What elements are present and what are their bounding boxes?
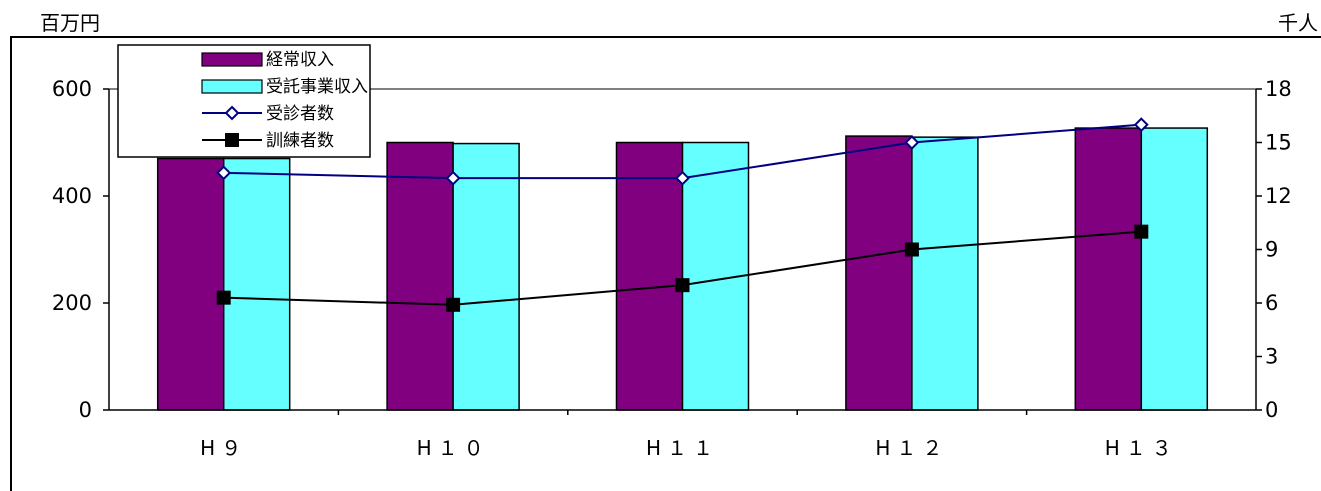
left-tick-label-3: 600	[52, 77, 92, 101]
point-kunren-3	[904, 242, 919, 257]
legend-marker-2	[224, 105, 240, 121]
left-tick-label-0: 0	[79, 398, 92, 422]
right-tick-label-4: 12	[1265, 184, 1292, 208]
right-tick-label-0: 0	[1265, 398, 1278, 422]
axes-layer	[103, 88, 1262, 415]
bar-keijo-4	[1074, 127, 1143, 411]
point-jushin-1	[445, 170, 461, 186]
bar-jutaku-4	[1140, 127, 1209, 411]
right-tick-label-1: 3	[1265, 345, 1278, 369]
point-kunren-0	[216, 290, 231, 305]
right-tick-label-6: 18	[1265, 77, 1292, 101]
category-label-0: H９	[200, 436, 247, 460]
legend-label-2: 受診者数	[266, 104, 334, 124]
bar-keijo-0	[156, 157, 225, 411]
left-tick-label-2: 400	[52, 184, 92, 208]
point-kunren-1	[446, 297, 461, 312]
labels-layer: 0 200 400 600 0 3 6 9 12 15 18 H９ H１０ H１１ H１２ H１３	[52, 77, 1292, 460]
left-axis-unit: 百万円	[40, 11, 100, 35]
bar-keijo-2	[615, 141, 684, 411]
right-tick-label-5: 15	[1265, 131, 1292, 155]
right-axis-unit: 千人	[1278, 11, 1318, 35]
category-label-4: H１３	[1105, 436, 1178, 460]
point-jushin-0	[216, 165, 232, 181]
bar-keijo-1	[386, 141, 454, 411]
bar-jutaku-1	[452, 142, 520, 411]
bars-layer	[156, 127, 1209, 411]
point-jushin-4	[1133, 117, 1149, 133]
legend-swatch-1	[201, 79, 263, 94]
legend-marker-3	[225, 133, 239, 147]
legend-label-3: 訓練者数	[266, 131, 334, 151]
bar-jutaku-3	[911, 136, 979, 411]
category-label-3: H１２	[875, 436, 948, 460]
category-label-1: H１０	[417, 436, 490, 460]
legend-label-0: 経常収入	[266, 50, 334, 70]
category-label-2: H１１	[646, 436, 719, 460]
right-tick-label-2: 6	[1265, 291, 1278, 315]
bar-jutaku-0	[222, 157, 291, 411]
legend-label-1: 受託事業収入	[266, 77, 368, 97]
point-jushin-2	[675, 170, 690, 186]
bar-keijo-3	[845, 135, 913, 411]
legend-swatch-0	[201, 52, 263, 67]
point-kunren-2	[675, 278, 690, 293]
right-tick-label-3: 9	[1265, 238, 1278, 262]
point-jushin-3	[904, 135, 920, 150]
left-tick-label-1: 200	[52, 291, 92, 315]
lines-layer	[216, 117, 1149, 312]
point-kunren-4	[1134, 224, 1149, 239]
